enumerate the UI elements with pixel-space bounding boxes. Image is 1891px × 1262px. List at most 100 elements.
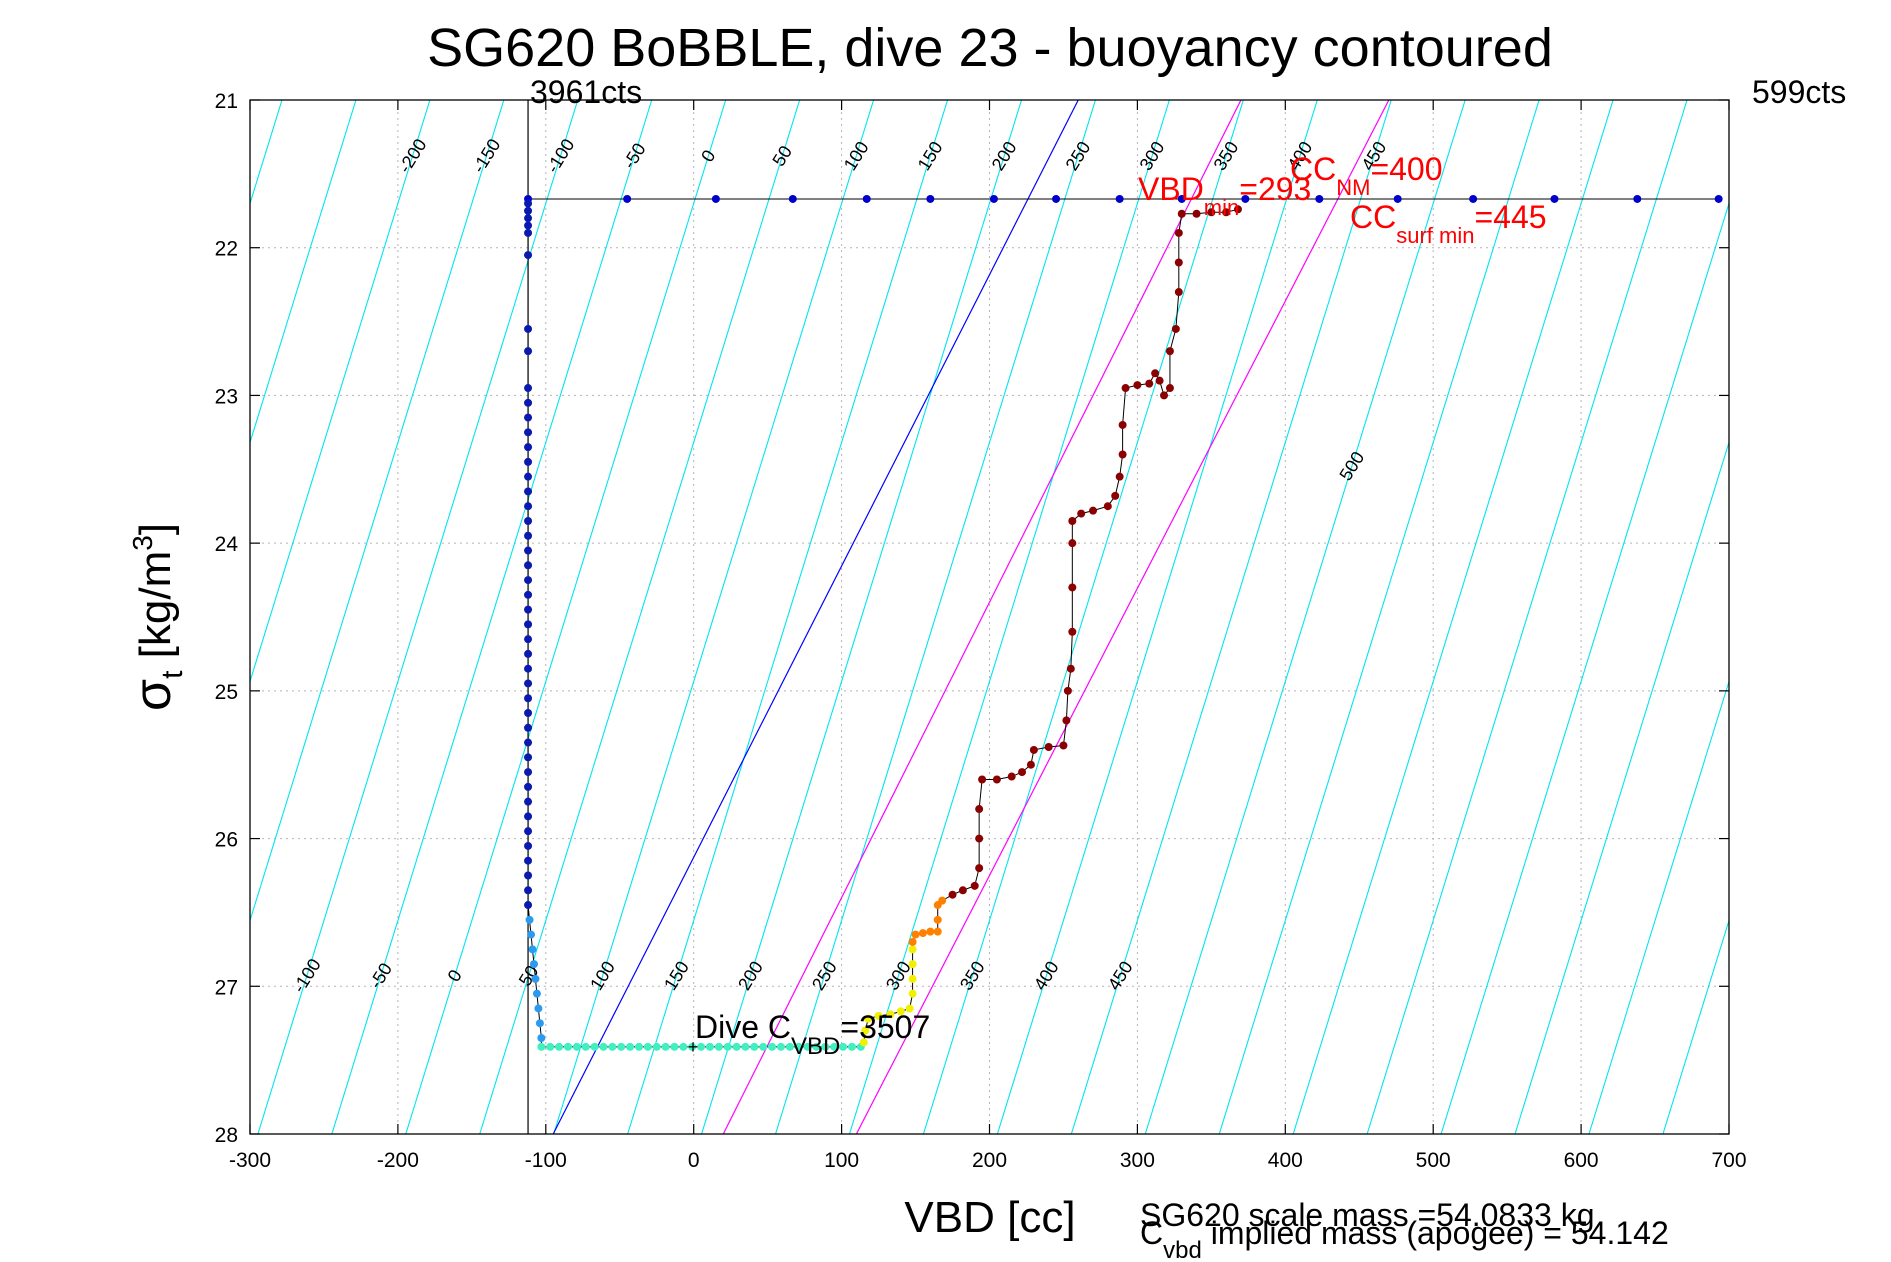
dive-point-down — [524, 199, 533, 208]
surface-point — [926, 194, 935, 203]
dive-point-bottom-curve — [525, 915, 534, 924]
dive-point-climb-red — [1059, 741, 1068, 750]
x-tick-label: -200 — [377, 1149, 419, 1172]
dive-point-climb-red — [1151, 369, 1160, 378]
dive-point-climb-red — [1115, 472, 1124, 481]
buoyancy-contour-line — [250, 100, 431, 684]
dive-point-bottom-run — [617, 1042, 626, 1051]
dive-point-down — [524, 871, 533, 880]
dive-track-line — [527, 203, 1239, 1048]
dive-point-bottom-run — [714, 1042, 723, 1051]
dive-point-bottom-run — [830, 1042, 839, 1051]
dive-point-bottom-run — [608, 1042, 617, 1051]
buoyancy-contour-line — [848, 100, 1170, 1134]
buoyancy-contour-line — [922, 100, 1244, 1134]
dive-point-down — [524, 443, 533, 452]
dive-point-bottom-run — [670, 1042, 679, 1051]
dive-cvbd-marker: + — [688, 1037, 699, 1057]
dive-point-climb-red — [978, 775, 987, 784]
dive-point-climb-red — [1177, 209, 1186, 218]
x-tick-label: 300 — [1120, 1149, 1155, 1172]
dive-point-climb-red — [1118, 450, 1127, 459]
buoyancy-contour-line — [0, 100, 134, 1134]
reference-line-magenta-1 — [722, 100, 1242, 1134]
dive-point-climb-red — [1029, 745, 1038, 754]
dive-point-climb-red — [1160, 391, 1169, 400]
reference-line-blue — [552, 100, 1079, 1134]
dive-point-bottom-curve — [537, 1033, 546, 1042]
dive-point-bottom-run — [581, 1042, 590, 1051]
dive-point-bottom-curve — [528, 945, 537, 954]
buoyancy-contour-line — [1662, 918, 1729, 1134]
dive-point-bottom-run — [768, 1042, 777, 1051]
count-label-min: 3961cts — [530, 74, 642, 110]
dive-point-bottom-run — [750, 1042, 759, 1051]
data-series: + — [524, 100, 1723, 1134]
x-tick-label: 100 — [824, 1149, 859, 1172]
dive-point-bottom-curve — [531, 974, 540, 983]
dive-point-climb-red — [1068, 516, 1077, 525]
x-tick-label: -300 — [229, 1149, 271, 1172]
dive-point-down — [524, 398, 533, 407]
dive-point-climb-red — [1118, 420, 1127, 429]
dive-point-bottom-run — [803, 1042, 812, 1051]
dive-point-climb-red — [1068, 583, 1077, 592]
buoyancy-contour-line — [1366, 100, 1688, 1134]
surface-point — [989, 194, 998, 203]
chart-title: SG620 BoBBLE, dive 23 - buoyancy contour… — [427, 18, 1553, 78]
dive-point-climb-red — [1165, 384, 1174, 393]
cc-nm-annotation: CCNM=400 — [1290, 151, 1443, 200]
dive-point-bottom-run — [652, 1042, 661, 1051]
surface-point — [1714, 194, 1723, 203]
dive-point-down — [524, 768, 533, 777]
dive-point-bottom-run — [821, 1042, 830, 1051]
dive-point-climb-yellow — [905, 1004, 914, 1013]
buoyancy-contour-line — [1070, 100, 1392, 1134]
buoyancy-contour-line — [250, 100, 357, 445]
dive-point-down — [524, 324, 533, 333]
buoyancy-contour-line — [553, 100, 875, 1134]
dive-point-climb-red — [1155, 376, 1164, 385]
dive-point-climb-yellow — [859, 1038, 868, 1047]
dive-point-bottom-run — [546, 1042, 555, 1051]
x-tick-label: 0 — [688, 1149, 700, 1172]
dive-point-down — [524, 472, 533, 481]
surface-point — [1177, 194, 1186, 203]
surface-point — [623, 194, 632, 203]
reference-line-magenta-2 — [855, 100, 1390, 1134]
dive-point-bottom-curve — [527, 930, 536, 939]
y-tick-label: 21 — [215, 90, 238, 113]
dive-point-climb-red — [1222, 208, 1231, 217]
surface-point — [1633, 194, 1642, 203]
cc-surf-min-pre: CC — [1350, 199, 1396, 235]
x-tick-label: 700 — [1711, 1149, 1746, 1172]
dive-point-down — [524, 827, 533, 836]
dive-point-down — [524, 576, 533, 585]
dive-point-climb-red — [1121, 384, 1130, 393]
dive-point-climb-yellow — [886, 1010, 895, 1019]
vbd-min-annotation: VBDmin=293 — [1138, 171, 1311, 220]
x-tick-label: 500 — [1416, 1149, 1451, 1172]
surface-point — [788, 194, 797, 203]
dive-point-climb-red — [1066, 664, 1075, 673]
dive-point-climb-red — [948, 890, 957, 899]
dive-point-down — [524, 251, 533, 260]
dive-point-climb-yellow — [908, 960, 917, 969]
dive-point-down — [524, 487, 533, 496]
x-tick-label: 400 — [1268, 1149, 1303, 1172]
dive-point-down — [524, 841, 533, 850]
buoyancy-contour-line — [701, 100, 1023, 1134]
dive-cvbd-post: =3507 — [840, 1009, 930, 1045]
dive-point-climb-red — [1068, 627, 1077, 636]
dive-point-bottom-curve — [535, 1019, 544, 1028]
cc-surf-min-post: =445 — [1474, 199, 1546, 235]
dive-point-climb-orange — [926, 927, 935, 936]
buoyancy-contour-line — [0, 100, 60, 1134]
buoyancy-contour-line — [257, 100, 579, 1134]
dive-point-bottom-run — [563, 1042, 572, 1051]
buoyancy-contour-line — [1440, 201, 1729, 1134]
y-tick-label: 27 — [215, 976, 238, 999]
buoyancy-contour-line — [405, 100, 727, 1134]
dive-point-bottom-run — [572, 1042, 581, 1051]
buoyancy-contour-line — [331, 100, 653, 1134]
